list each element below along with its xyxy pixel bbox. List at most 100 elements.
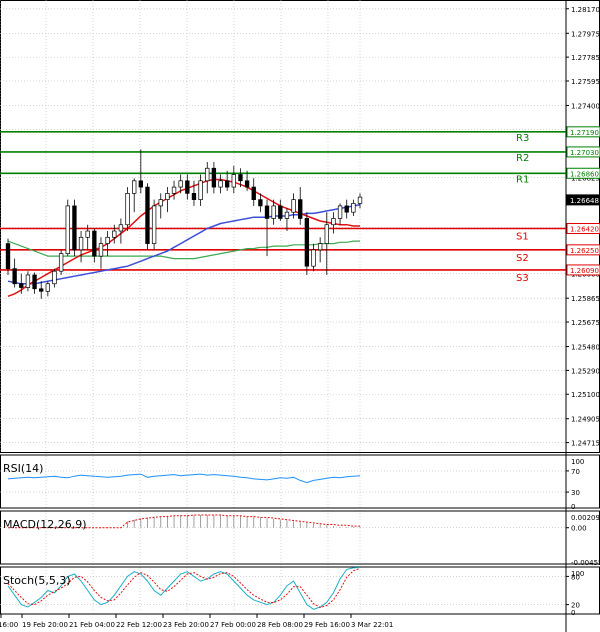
rsi-panel-tick-label: 0 <box>571 503 575 511</box>
pivot-price-label-r3: 1.27190 <box>570 129 599 137</box>
price-panel-frame <box>0 0 600 453</box>
time-tick-label: 22 Feb 12:00 <box>116 621 162 629</box>
stoch-label: Stoch(5,5,3) <box>3 574 71 587</box>
rsi-line <box>7 473 361 484</box>
candle-body <box>238 174 243 182</box>
time-tick-label: 16:00 <box>0 621 18 629</box>
candle-body <box>92 230 97 257</box>
candle-body <box>132 180 137 194</box>
candle-body <box>118 224 124 232</box>
candle-body <box>258 199 263 207</box>
time-tick-label: 21 Feb 04:00 <box>69 621 115 629</box>
current-price-label: 1.26648 <box>570 197 599 205</box>
pivot-price-box-s1 <box>566 223 600 235</box>
candle-body <box>185 180 190 194</box>
pivot-price-label-s1: 1.26420 <box>570 226 599 234</box>
time-tick-label: 29 Feb 16:00 <box>304 621 350 629</box>
candle-body <box>251 186 256 200</box>
rsi-label: RSI(14) <box>3 462 43 475</box>
candle-body <box>45 283 51 292</box>
candle-body <box>52 270 57 285</box>
macd-panel-tick-label: -0.004555 <box>571 559 600 567</box>
stoch-panel-tick-label: 0 <box>571 609 575 617</box>
candle-body <box>145 186 150 244</box>
candle-body <box>198 180 203 200</box>
time-tick-label: 27 Feb 00:00 <box>210 621 256 629</box>
pivot-label-r2: R2 <box>516 153 529 164</box>
candle-body <box>331 218 336 226</box>
candle-body <box>205 167 210 182</box>
candle-body <box>19 283 24 288</box>
candle-body <box>224 180 230 188</box>
rsi-panel-frame <box>0 454 600 509</box>
price-tick-label: 1.25865 <box>571 295 600 303</box>
macd-panel: 0.002097 0.00 -0.004555 MACD(12,26,9) <box>0 510 600 567</box>
candle-body <box>284 211 290 219</box>
pivot-price-label-s2: 1.26250 <box>570 247 599 255</box>
candle-body <box>158 199 163 207</box>
candle-body <box>112 230 117 238</box>
current-price-box <box>566 194 600 206</box>
rsi-panel-tick-label: 70 <box>571 468 580 476</box>
price-tick-label: 1.24715 <box>571 440 600 448</box>
price-tick-label: 1.27785 <box>571 54 600 62</box>
candle-body <box>72 205 77 251</box>
time-tick-label: 28 Feb 08:00 <box>257 621 303 629</box>
candle-body <box>271 205 276 219</box>
price-tick-label: 1.27975 <box>571 30 600 38</box>
candle-body <box>138 180 144 188</box>
price-tick-label: 1.25675 <box>571 319 600 327</box>
pivot-label-r3: R3 <box>516 133 529 144</box>
pivot-label-s2: S2 <box>516 253 529 264</box>
pivot-label-r1: R1 <box>516 174 529 185</box>
candle-body <box>311 249 316 267</box>
candle-body <box>298 199 303 219</box>
time-axis: 16:00 19 Feb 20:00 21 Feb 04:00 22 Feb 12:0… <box>0 614 393 629</box>
macd-signal-line <box>8 514 360 529</box>
pivot-price-box-r3 <box>566 126 600 138</box>
price-tick-label: 1.25100 <box>571 391 600 399</box>
price-tick-label: 1.27595 <box>571 78 600 86</box>
time-tick-label: 23 Feb 20:00 <box>163 621 209 629</box>
time-tick-label: 3 Mar 22:01 <box>351 621 393 629</box>
candle-body <box>278 205 283 219</box>
candle-body <box>32 274 37 290</box>
candle-body <box>58 253 64 272</box>
price-tick-label: 1.25480 <box>571 344 600 352</box>
pivot-price-box-r1 <box>566 167 600 179</box>
candle-body <box>98 243 104 257</box>
candle-body <box>65 205 70 254</box>
candle-body <box>171 186 177 194</box>
stoch-panel-tick-label: 20 <box>571 602 580 610</box>
candle-body <box>244 180 250 188</box>
candle-body <box>291 199 296 213</box>
candle-body <box>351 203 356 213</box>
candle-body <box>25 274 31 288</box>
rsi-panel-tick-label: 30 <box>571 489 580 497</box>
rsi-panel: 100 70 30 0 RSI(14) <box>0 454 600 511</box>
candle-body <box>357 196 363 204</box>
macd-panel-tick-label: 0.00 <box>571 525 587 533</box>
pivot-price-label-s3: 1.26090 <box>570 267 599 275</box>
candle-body <box>12 268 17 285</box>
pivot-label-s3: S3 <box>516 273 529 284</box>
candle-body <box>125 193 130 226</box>
pivot-price-label-r1: 1.26860 <box>570 170 599 178</box>
macd-panel-frame <box>0 510 600 565</box>
candle-body <box>151 205 157 244</box>
pivot-price-box-r2 <box>566 146 600 158</box>
candle-body <box>78 236 84 251</box>
candle-body <box>5 243 11 270</box>
candle-body <box>165 193 170 200</box>
rsi-panel-tick-label: 100 <box>571 458 584 466</box>
stoch-k-line <box>7 567 361 610</box>
price-tick-label: 1.25290 <box>571 367 600 375</box>
candle-body <box>324 224 329 244</box>
candle-body <box>178 180 183 188</box>
candle-body <box>105 236 110 244</box>
candle-body <box>211 167 217 188</box>
pivot-price-box-s3 <box>566 264 600 276</box>
